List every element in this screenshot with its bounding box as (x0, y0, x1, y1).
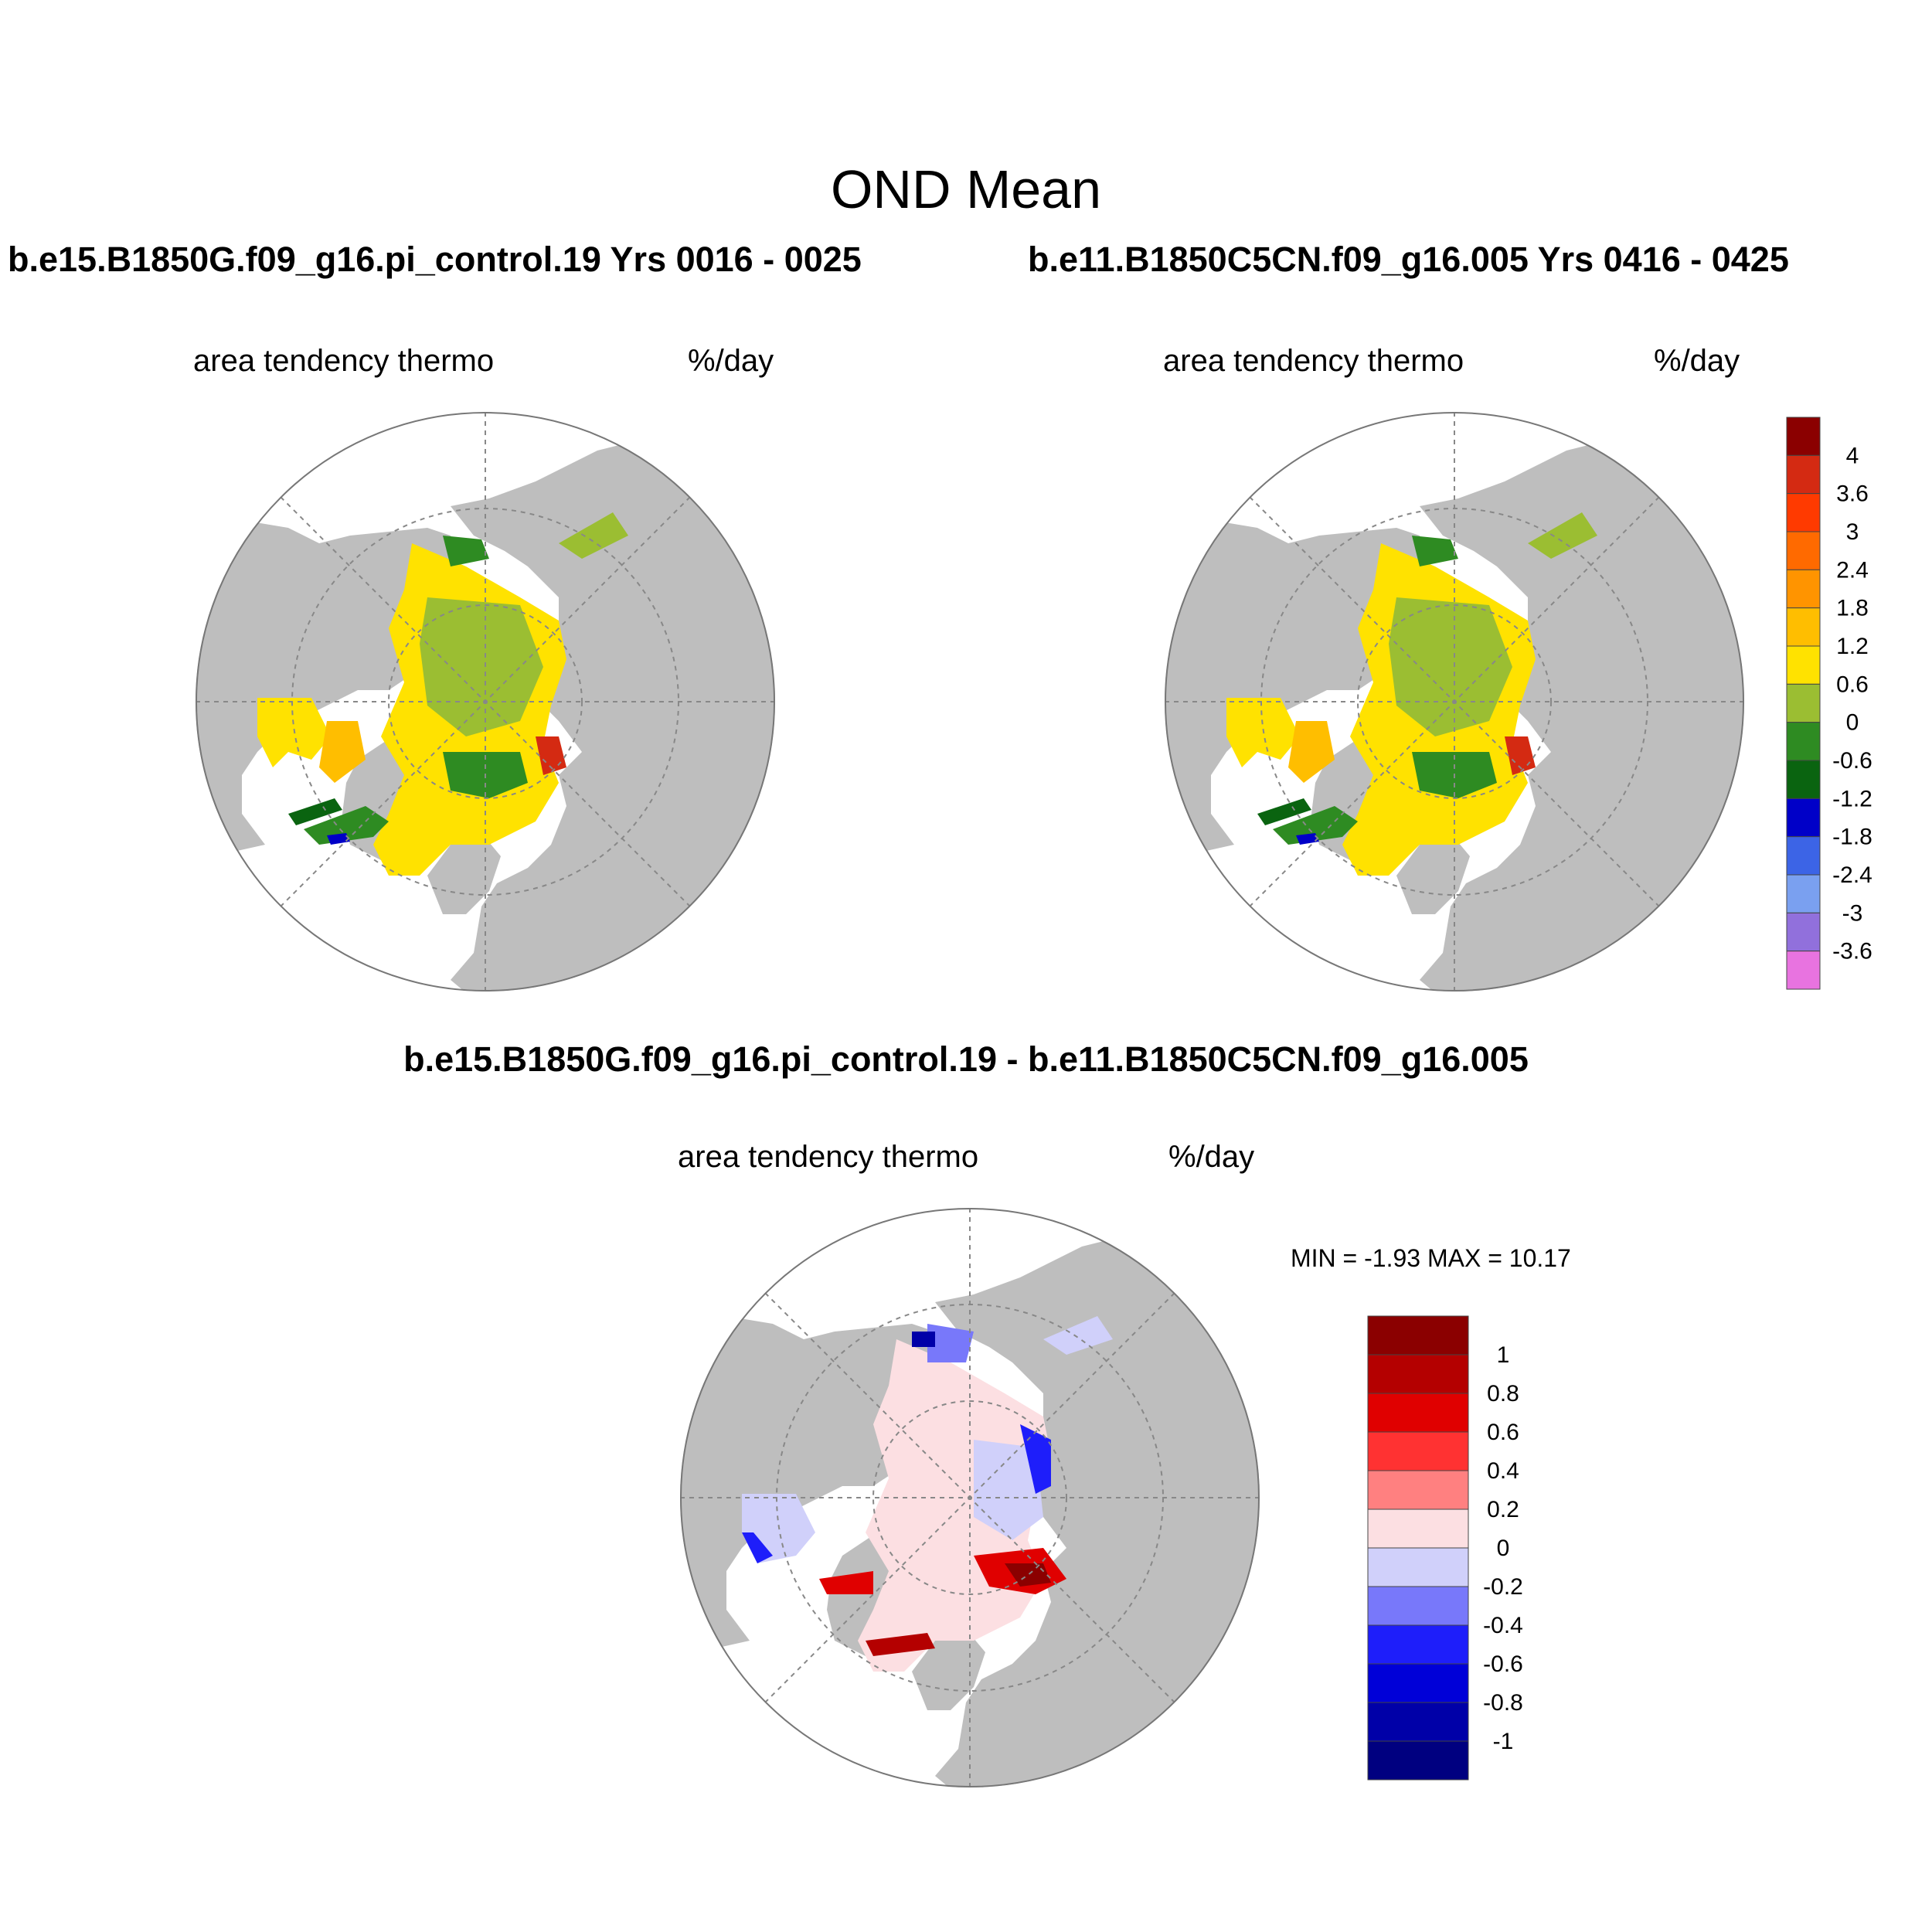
panel-2-units: %/day (1654, 344, 1740, 378)
colorbar-diff-label: 0 (1497, 1536, 1510, 1561)
colorbar-main-swatch (1786, 645, 1821, 685)
colorbar-main-swatch (1786, 683, 1821, 723)
colorbar-diff-swatch (1367, 1547, 1469, 1587)
colorbar-diff-label: 0.2 (1487, 1497, 1519, 1522)
colorbar-diff-label: 0.6 (1487, 1420, 1519, 1445)
colorbar-main-label: 1.2 (1836, 634, 1869, 659)
colorbar-main-swatch (1786, 874, 1821, 913)
panel-3-map (680, 1208, 1260, 1787)
colorbar-main-label: -1.2 (1832, 786, 1872, 811)
colorbar-main-label: -3 (1842, 900, 1863, 926)
panel-2-map (1165, 412, 1744, 992)
colorbar-main-label: -1.8 (1832, 825, 1872, 850)
colorbar-main-swatch (1786, 569, 1821, 609)
colorbar-diff-swatch (1367, 1702, 1469, 1742)
colorbar-diff-swatch (1367, 1315, 1469, 1355)
colorbar-diff-label: -0.8 (1483, 1690, 1523, 1716)
colorbar-diff-swatch (1367, 1624, 1469, 1665)
colorbar-main-label: 0 (1846, 710, 1859, 736)
colorbar-diff-label: -0.4 (1483, 1613, 1523, 1638)
panel-2-title: b.e11.B1850C5CN.f09_g16.005 Yrs 0416 - 0… (1028, 240, 1789, 279)
colorbar-main-swatch (1786, 607, 1821, 647)
colorbar-main: 4 3.6 3 2.4 1.8 1.2 0.6 0 -0.6 -1.2 -1.8 -2.4 -3 -3.6 (1786, 417, 1872, 990)
colorbar-main-swatch (1786, 417, 1821, 456)
panel-3-units: %/day (1168, 1140, 1255, 1174)
colorbar-diff-swatch (1367, 1663, 1469, 1703)
panel-2-variable: area tendency thermo (1163, 344, 1464, 378)
colorbar-main-swatch (1786, 454, 1821, 495)
colorbar-diff-label: -0.6 (1483, 1651, 1523, 1677)
colorbar-diff-swatch (1367, 1393, 1469, 1433)
panel-1-units: %/day (688, 344, 774, 378)
colorbar-main-label: 4 (1846, 443, 1859, 468)
colorbar-main-swatch (1786, 493, 1821, 532)
colorbar-diff-swatch (1367, 1740, 1469, 1781)
colorbar-diff-label: 1 (1497, 1342, 1510, 1368)
panel-3-min-max: MIN = -1.93 MAX = 10.17 (1291, 1244, 1571, 1272)
colorbar-main-label: 3.6 (1836, 481, 1869, 507)
main-title: OND Mean (830, 159, 1102, 219)
colorbar-main-label: 2.4 (1836, 557, 1869, 583)
colorbar-diff: 1 0.8 0.6 0.4 0.2 0 -0.2 -0.4 -0.6 -0.8 -1 (1367, 1315, 1523, 1781)
colorbar-diff-swatch (1367, 1354, 1469, 1394)
colorbar-main-swatch (1786, 531, 1821, 570)
colorbar-main-label: -2.4 (1832, 862, 1872, 888)
colorbar-main-label: 3 (1846, 519, 1859, 545)
colorbar-diff-label: 0.8 (1487, 1381, 1519, 1406)
colorbar-diff-swatch (1367, 1431, 1469, 1471)
colorbar-main-swatch (1786, 836, 1821, 876)
panel-1-title: b.e15.B1850G.f09_g16.pi_control.19 Yrs 0… (8, 240, 862, 279)
colorbar-main-label: 1.8 (1836, 596, 1869, 621)
colorbar-diff-label: 0.4 (1487, 1458, 1519, 1484)
colorbar-diff-label: -0.2 (1483, 1574, 1523, 1600)
panel-1-variable: area tendency thermo (193, 344, 495, 378)
colorbar-diff-swatch (1367, 1470, 1469, 1510)
colorbar-main-label: 0.6 (1836, 672, 1869, 697)
colorbar-main-swatch (1786, 760, 1821, 799)
panel-3-title: b.e15.B1850G.f09_g16.pi_control.19 - b.e… (403, 1039, 1529, 1079)
panel-3-variable: area tendency thermo (678, 1140, 979, 1174)
colorbar-diff-label: -1 (1493, 1729, 1514, 1754)
colorbar-main-label: -0.6 (1832, 748, 1872, 774)
panel-1-map (196, 412, 775, 992)
colorbar-main-swatch (1786, 912, 1821, 952)
colorbar-diff-swatch (1367, 1509, 1469, 1549)
colorbar-diff-swatch (1367, 1586, 1469, 1626)
colorbar-main-swatch (1786, 798, 1821, 838)
colorbar-main-swatch (1786, 951, 1821, 990)
colorbar-main-label: -3.6 (1832, 939, 1872, 964)
colorbar-main-swatch (1786, 722, 1821, 761)
